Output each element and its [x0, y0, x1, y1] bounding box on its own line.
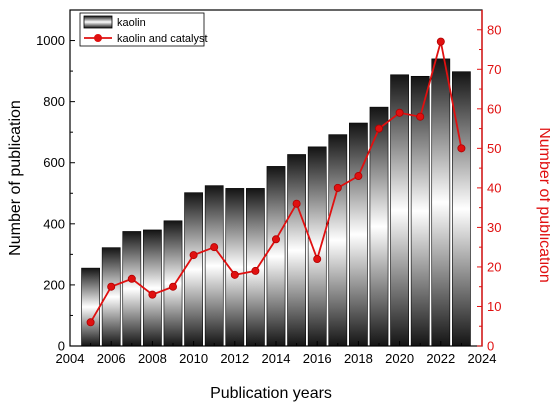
- x-tick-label-2006: 2006: [97, 351, 126, 366]
- bar-kaolin-2014: [266, 166, 286, 347]
- left-y-tick-label-800: 800: [43, 94, 65, 109]
- left-y-tick-label-1000: 1000: [36, 33, 65, 48]
- right-y-tick-label-70: 70: [487, 62, 501, 77]
- bar-kaolin-2016: [307, 146, 327, 347]
- bar-kaolin-2007: [122, 231, 142, 347]
- legend-label-kaolin: kaolin: [117, 17, 146, 29]
- left-y-axis-title: Number of publication: [7, 100, 24, 256]
- point-kaolin-and-catalyst-2013: [251, 266, 260, 275]
- right-y-tick-label-30: 30: [487, 220, 501, 235]
- legend-line-marker: [94, 34, 102, 42]
- x-tick-label-2022: 2022: [426, 351, 455, 366]
- x-tick-label-2016: 2016: [303, 351, 332, 366]
- right-y-tick-label-50: 50: [487, 141, 501, 156]
- point-kaolin-and-catalyst-2005: [86, 318, 95, 327]
- right-y-axis-title: Number of publication: [536, 127, 550, 283]
- right-y-tick-label-20: 20: [487, 259, 501, 274]
- legend: kaolin kaolin and catalyst: [79, 12, 208, 47]
- point-kaolin-and-catalyst-2009: [168, 282, 177, 291]
- right-y-tick-label-80: 80: [487, 22, 501, 37]
- x-tick-label-2012: 2012: [220, 351, 249, 366]
- line-layer: [86, 37, 466, 327]
- point-kaolin-and-catalyst-2020: [395, 108, 404, 117]
- point-kaolin-and-catalyst-2015: [292, 199, 301, 208]
- x-tick-label-2024: 2024: [468, 351, 497, 366]
- bar-kaolin-2018: [349, 122, 368, 347]
- x-tick-label-2018: 2018: [344, 351, 373, 366]
- right-y-tick-label-0: 0: [487, 339, 494, 354]
- x-axis-title: Publication years: [210, 385, 332, 402]
- left-y-tick-label-0: 0: [58, 339, 65, 354]
- x-tick-label-2008: 2008: [138, 351, 167, 366]
- bar-kaolin-2011: [204, 185, 224, 347]
- bar-kaolin-2015: [287, 154, 306, 347]
- bars-layer: [81, 58, 471, 347]
- point-kaolin-and-catalyst-2021: [416, 112, 425, 121]
- right-y-tick-label-10: 10: [487, 299, 501, 314]
- point-kaolin-and-catalyst-2017: [333, 183, 342, 192]
- left-y-tick-label-400: 400: [43, 216, 65, 231]
- bar-kaolin-2010: [184, 192, 203, 347]
- right-y-tick-label-60: 60: [487, 101, 501, 116]
- bar-kaolin-2005: [81, 267, 100, 347]
- right-y-tick-label-40: 40: [487, 180, 501, 195]
- left-y-tick-label-600: 600: [43, 155, 65, 170]
- x-tick-label-2014: 2014: [262, 351, 291, 366]
- x-tick-label-2020: 2020: [385, 351, 414, 366]
- bar-kaolin-2022: [431, 58, 451, 347]
- legend-bar-swatch: [83, 15, 113, 29]
- point-kaolin-and-catalyst-2014: [271, 235, 280, 244]
- point-kaolin-and-catalyst-2008: [148, 290, 157, 299]
- point-kaolin-and-catalyst-2006: [107, 282, 116, 291]
- point-kaolin-and-catalyst-2023: [457, 144, 466, 153]
- point-kaolin-and-catalyst-2011: [210, 243, 219, 252]
- point-kaolin-and-catalyst-2007: [127, 274, 136, 283]
- axes-layer: 2004 2006 2008 2010 2012 2014 2016 2018 2020 2022…: [36, 10, 501, 366]
- bar-kaolin-2008: [143, 229, 162, 347]
- legend-label-kaolin-and-catalyst: kaolin and catalyst: [117, 33, 208, 45]
- point-kaolin-and-catalyst-2018: [354, 172, 363, 181]
- point-kaolin-and-catalyst-2012: [230, 270, 239, 279]
- left-y-tick-label-200: 200: [43, 277, 65, 292]
- bar-kaolin-2017: [328, 134, 348, 347]
- x-tick-label-2004: 2004: [56, 351, 85, 366]
- point-kaolin-and-catalyst-2010: [189, 251, 198, 260]
- point-kaolin-and-catalyst-2019: [374, 124, 383, 133]
- point-kaolin-and-catalyst-2022: [436, 37, 445, 46]
- point-kaolin-and-catalyst-2016: [313, 255, 322, 264]
- x-tick-label-2010: 2010: [179, 351, 208, 366]
